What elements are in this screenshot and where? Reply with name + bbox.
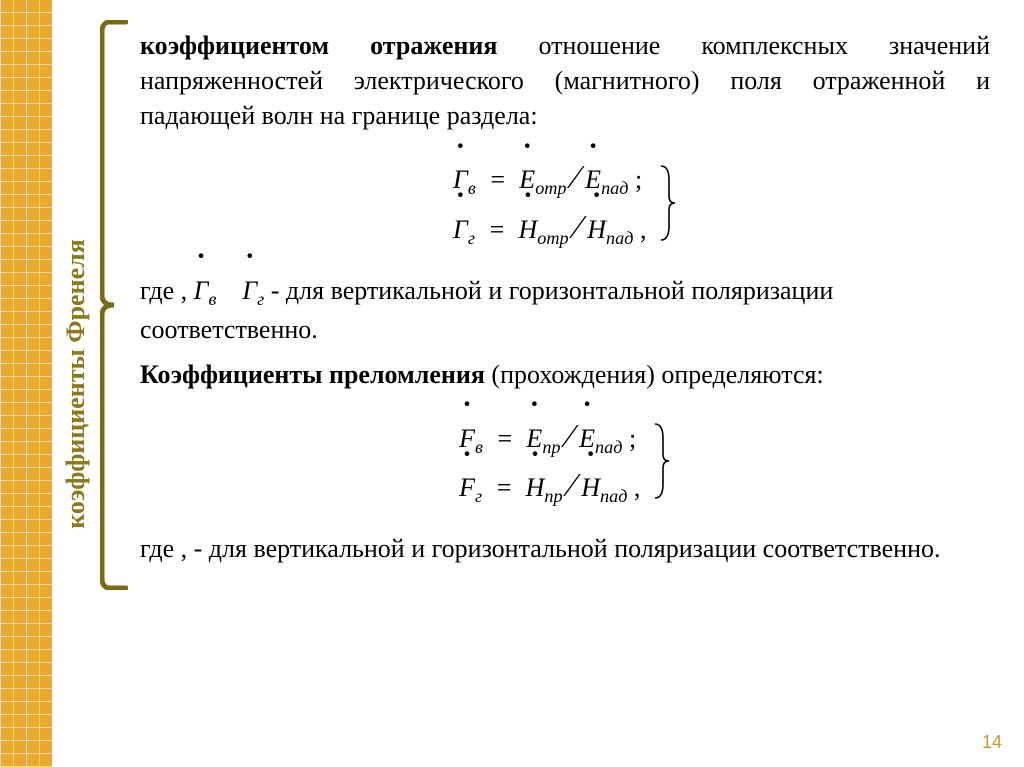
formula-1-line-1: Гв = Eотр ⁄ Eпад ; xyxy=(453,155,646,201)
sym-h-pad: H xyxy=(587,212,606,247)
sub: пад xyxy=(606,228,633,248)
formula-1-line-2: Гг = Hотр ⁄ Hпад , xyxy=(453,205,646,251)
punct: ; xyxy=(628,165,642,194)
sub: пр xyxy=(544,487,562,507)
formula-2-line-1: Fв = Eпр ⁄ Eпад ; xyxy=(459,414,640,460)
paragraph-2: где , Гв Гг - для вертикальной и горизон… xyxy=(140,273,990,347)
punct: , xyxy=(627,473,640,502)
decorative-pattern-strip xyxy=(0,0,52,767)
inline-gamma-v: Г xyxy=(194,273,209,308)
punct: , xyxy=(633,215,646,244)
sub: в xyxy=(468,178,476,198)
sub: в xyxy=(208,289,216,309)
sym-h-otr: H xyxy=(519,212,538,247)
sym-h-pad2: H xyxy=(581,470,600,505)
brace-icon xyxy=(653,422,671,500)
sidebar-title-container: коэффициенты Френеля xyxy=(52,0,100,767)
paragraph-3: Коэффициенты преломления (прохождения) о… xyxy=(140,357,990,392)
formula-2-line-2: Fг = Hпр ⁄ Hпад , xyxy=(459,463,640,509)
punct: ; xyxy=(622,424,636,453)
sym-gamma-g: Г xyxy=(453,212,468,247)
paragraph-3-rest: (прохождения) определяются: xyxy=(485,360,824,389)
term-reflection-coef: коэффициентом отражения xyxy=(140,31,497,60)
sub: пад xyxy=(600,487,627,507)
slide-content: коэффициентом отражения отношение компле… xyxy=(140,28,990,566)
sub: пр xyxy=(542,437,560,457)
paragraph-4: где , - для вертикальной и горизонтально… xyxy=(140,531,990,566)
sub: г xyxy=(257,289,264,309)
sub: отр xyxy=(535,178,566,198)
paragraph-1: коэффициентом отражения отношение компле… xyxy=(140,28,990,133)
sub: г xyxy=(475,487,482,507)
inline-gamma-g: Г xyxy=(242,273,257,308)
term-refraction-coef: Коэффициенты преломления xyxy=(140,360,485,389)
sub: пад xyxy=(595,437,622,457)
page-number: 14 xyxy=(982,732,1002,753)
sub: отр xyxy=(537,228,568,248)
brace-icon xyxy=(659,164,677,242)
formula-set-1: Гв = Eотр ⁄ Eпад ; Гг = Hотр ⁄ Hпад , xyxy=(140,151,990,255)
sub: в xyxy=(475,437,483,457)
sub: пад xyxy=(601,178,628,198)
sym-f-g: F xyxy=(459,470,475,505)
p2-lead: где , xyxy=(140,276,194,305)
sym-h-pr: H xyxy=(526,470,545,505)
sub: г xyxy=(468,228,475,248)
sidebar-title: коэффициенты Френеля xyxy=(61,239,91,529)
decorative-bracket xyxy=(100,20,128,590)
formula-set-2: Fв = Eпр ⁄ Eпад ; Fг = Hпр ⁄ Hпад , xyxy=(140,410,990,514)
